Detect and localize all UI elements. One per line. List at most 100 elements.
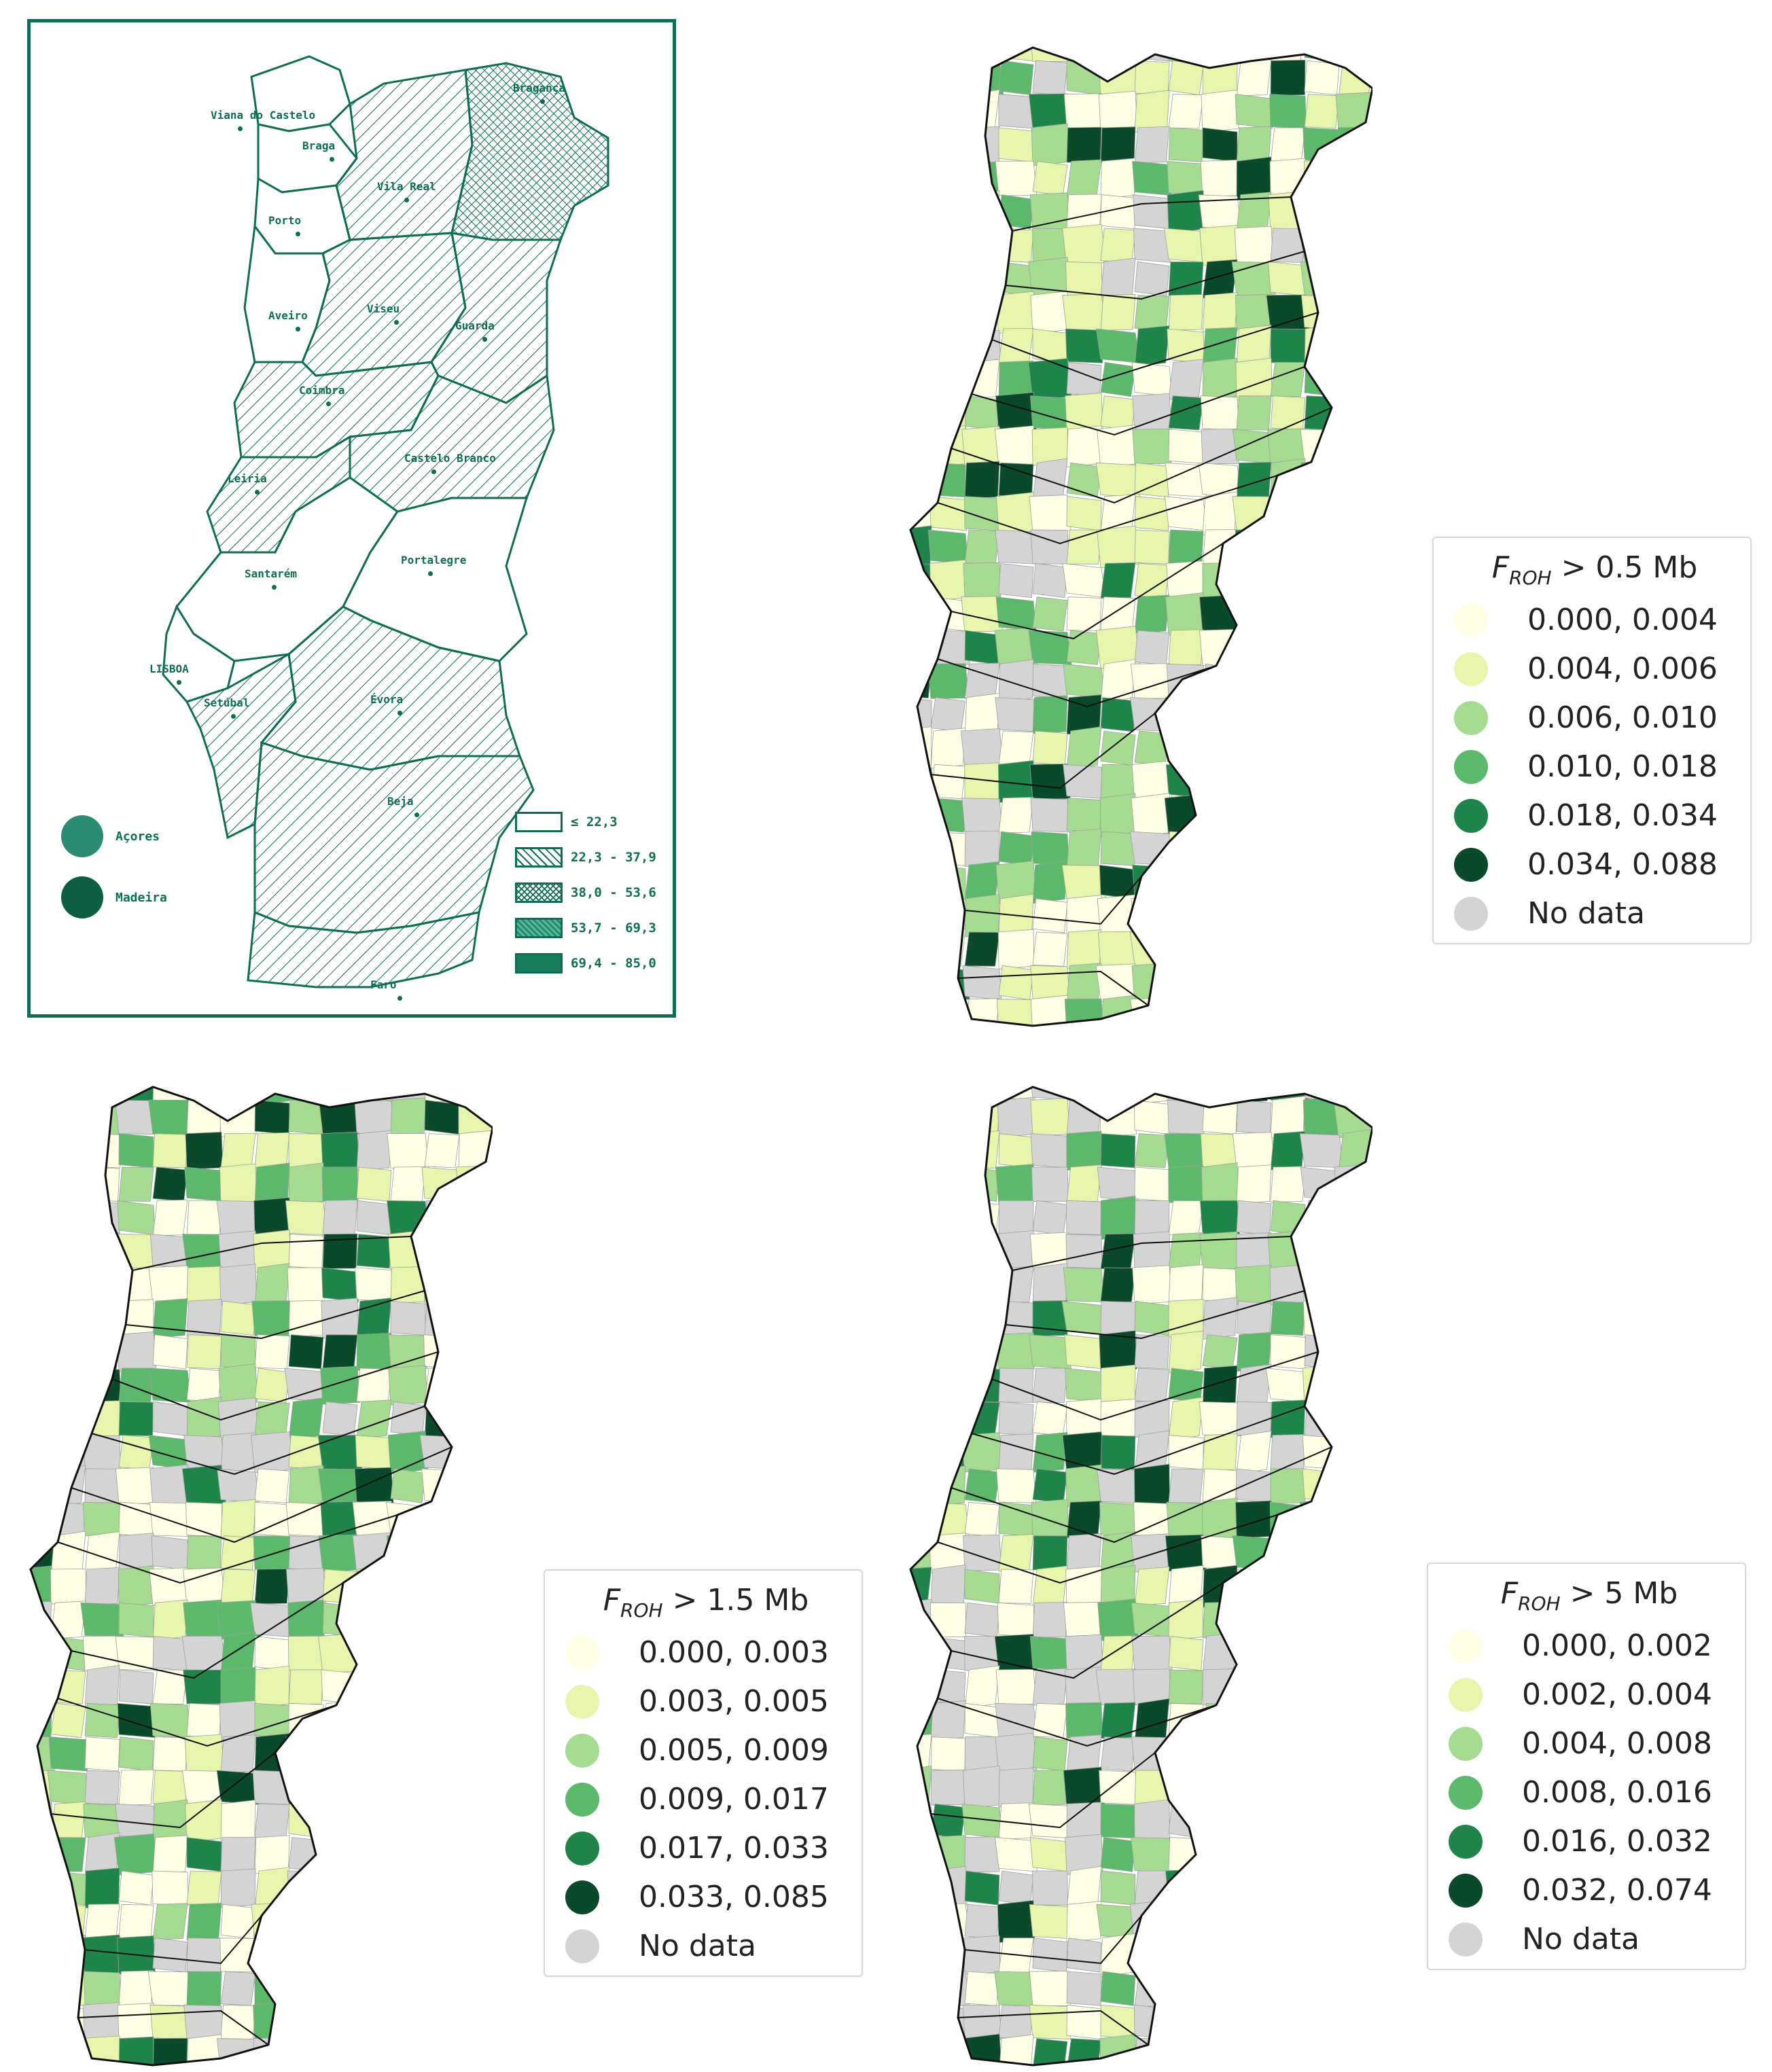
- municipality: [1236, 1837, 1272, 1872]
- municipality: [1266, 760, 1310, 803]
- municipality: [117, 1702, 156, 1738]
- municipality: [1032, 1565, 1068, 1607]
- municipality: [388, 1365, 428, 1406]
- municipality: [1100, 395, 1136, 431]
- municipality: [80, 2035, 124, 2065]
- legend-swatch: [1454, 847, 1488, 882]
- municipality: [31, 1904, 56, 1940]
- municipality: [424, 1234, 460, 1269]
- legend-item: 0.004, 0.008: [1449, 1719, 1730, 1768]
- municipality: [424, 2038, 460, 2065]
- municipality: [910, 1332, 932, 1372]
- municipality: [930, 2035, 966, 2065]
- city-dot: [326, 401, 331, 406]
- municipality: [963, 328, 1001, 363]
- municipality: [930, 798, 966, 833]
- municipality: [1235, 1500, 1273, 1539]
- historical-legend-swatch: [515, 812, 563, 832]
- legend-swatch: [1449, 1775, 1483, 1810]
- municipality: [1201, 1535, 1239, 1571]
- municipality: [254, 1132, 290, 1169]
- legend-label: 0.034, 0.088: [1527, 847, 1718, 882]
- municipality: [1270, 1702, 1306, 1738]
- municipality: [964, 1130, 1000, 1171]
- municipality: [997, 1332, 1035, 1372]
- municipality: [1338, 1087, 1372, 1104]
- municipality: [285, 1501, 327, 1537]
- municipality: [1134, 1368, 1170, 1403]
- municipality: [84, 1868, 120, 1909]
- municipality: [152, 1835, 188, 1874]
- municipality: [31, 2038, 55, 2065]
- municipality: [1032, 60, 1068, 96]
- municipality: [181, 1635, 227, 1671]
- municipality: [1062, 562, 1106, 599]
- municipality: [1134, 126, 1170, 164]
- municipality: [118, 1904, 154, 1940]
- municipality: [1066, 726, 1102, 770]
- municipality: [254, 1099, 290, 1135]
- municipality: [927, 57, 969, 99]
- municipality: [1338, 1300, 1372, 1336]
- municipality: [964, 1265, 1000, 1304]
- municipality: [910, 1200, 936, 1236]
- city-label: Évora: [370, 693, 404, 706]
- municipality: [387, 1902, 429, 1941]
- municipality: [458, 1200, 493, 1236]
- municipality: [457, 1967, 493, 2010]
- municipality: [1032, 1770, 1068, 1806]
- historical-legend-swatch: [515, 953, 563, 974]
- legend-label: 0.004, 0.008: [1522, 1726, 1712, 1762]
- municipality: [423, 1569, 461, 1604]
- municipality: [1267, 562, 1309, 599]
- municipality: [1236, 59, 1272, 96]
- municipality: [910, 965, 932, 1001]
- madeira-label: Madeira: [116, 890, 167, 905]
- acores-swatch: [61, 815, 103, 857]
- municipality: [1066, 1937, 1102, 1973]
- municipality: [83, 1368, 122, 1403]
- municipality: [455, 1501, 493, 1537]
- legend-swatch: [1454, 603, 1488, 637]
- municipality: [1065, 1566, 1103, 1607]
- municipality: [254, 1733, 290, 1775]
- municipality: [910, 830, 932, 867]
- municipality: [185, 1131, 224, 1170]
- municipality: [996, 999, 1036, 1026]
- municipality: [1096, 328, 1140, 363]
- municipality: [186, 1870, 222, 1906]
- municipality: [1270, 1635, 1306, 1672]
- municipality: [1198, 764, 1242, 800]
- municipality: [1100, 1870, 1136, 1906]
- historical-legend-label: 38,0 - 53,6: [571, 885, 656, 900]
- municipality: [1168, 1937, 1204, 1973]
- municipality: [1199, 594, 1241, 634]
- municipality: [1168, 429, 1204, 464]
- municipality: [1269, 496, 1307, 531]
- municipality: [1066, 929, 1102, 969]
- municipality: [423, 1770, 461, 1805]
- municipality: [910, 1397, 935, 1440]
- municipality: [930, 1565, 966, 1609]
- municipality: [964, 1501, 1000, 1537]
- municipality: [152, 1401, 188, 1437]
- city-dot: [397, 711, 402, 715]
- municipality: [1100, 831, 1136, 866]
- municipality: [1232, 1132, 1276, 1170]
- municipality: [962, 965, 1002, 1001]
- municipality: [1066, 963, 1102, 1003]
- acores-label: Açores: [116, 829, 160, 844]
- municipality: [31, 1098, 56, 1136]
- municipality: [31, 1501, 52, 1537]
- municipality: [1062, 293, 1106, 332]
- municipality: [964, 630, 1000, 665]
- municipality: [998, 60, 1034, 96]
- municipality: [964, 126, 1000, 164]
- municipality: [1168, 1636, 1204, 1671]
- municipality: [1270, 328, 1306, 363]
- municipality: [390, 1736, 426, 1772]
- municipality: [83, 1971, 122, 2006]
- legend-label: 0.018, 0.034: [1527, 798, 1718, 834]
- municipality: [998, 1534, 1034, 1572]
- municipality: [1167, 160, 1205, 196]
